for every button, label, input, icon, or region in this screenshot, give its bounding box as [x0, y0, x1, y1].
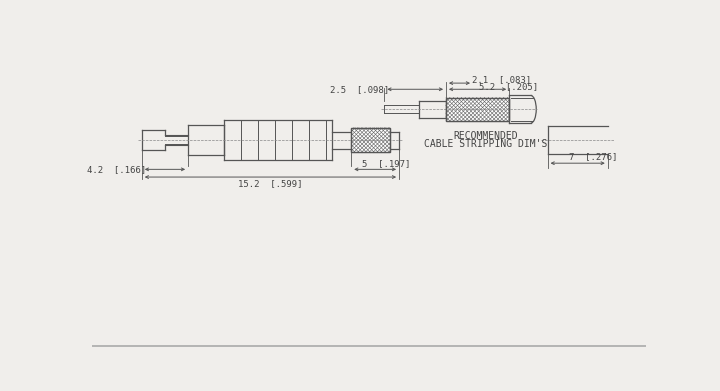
Text: 15.2  [.599]: 15.2 [.599] — [238, 179, 302, 188]
Text: RECOMMENDED: RECOMMENDED — [453, 131, 518, 141]
Text: 4.2  [.166]: 4.2 [.166] — [87, 165, 146, 174]
Text: CABLE STRIPPING DIM'S: CABLE STRIPPING DIM'S — [423, 139, 547, 149]
Text: 5  [.197]: 5 [.197] — [361, 159, 410, 168]
Text: 2.1  [.083]: 2.1 [.083] — [472, 75, 531, 84]
Bar — [351, 128, 390, 152]
Text: 2.5  [.098]: 2.5 [.098] — [330, 85, 390, 94]
Text: 5.2  [.205]: 5.2 [.205] — [479, 82, 538, 91]
Text: 7  [.276]: 7 [.276] — [569, 152, 617, 161]
Bar — [446, 98, 509, 121]
Bar — [351, 128, 390, 152]
Bar — [446, 98, 509, 121]
